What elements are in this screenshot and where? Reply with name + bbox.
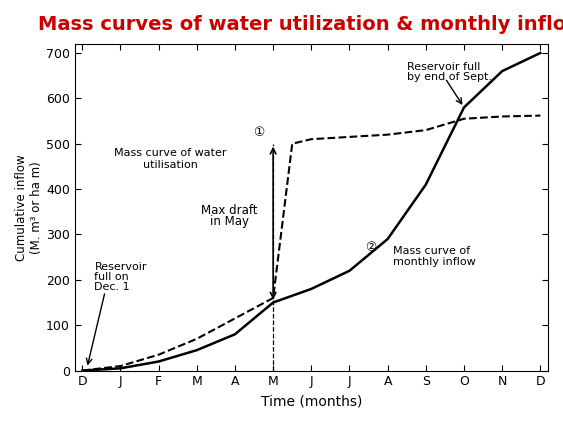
Text: Mass curve of water: Mass curve of water — [114, 148, 226, 158]
X-axis label: Time (months): Time (months) — [261, 394, 362, 408]
Title: Mass curves of water utilization & monthly inflow: Mass curves of water utilization & month… — [38, 15, 563, 34]
Text: full on: full on — [95, 272, 129, 282]
Text: Dec. 1: Dec. 1 — [95, 282, 130, 291]
Text: monthly inflow: monthly inflow — [394, 257, 476, 266]
Text: Reservoir: Reservoir — [95, 262, 147, 272]
Text: by end of Sept.: by end of Sept. — [406, 72, 491, 82]
Text: ①: ① — [253, 126, 264, 139]
Text: utilisation: utilisation — [142, 159, 198, 170]
Text: Mass curve of: Mass curve of — [394, 246, 471, 256]
Y-axis label: Cumulative inflow
(M. m³ or ha m): Cumulative inflow (M. m³ or ha m) — [15, 154, 43, 261]
Text: ②: ② — [365, 241, 376, 253]
Text: in May: in May — [210, 215, 249, 228]
Text: Reservoir full: Reservoir full — [406, 62, 480, 72]
Text: Max draft: Max draft — [201, 204, 257, 217]
